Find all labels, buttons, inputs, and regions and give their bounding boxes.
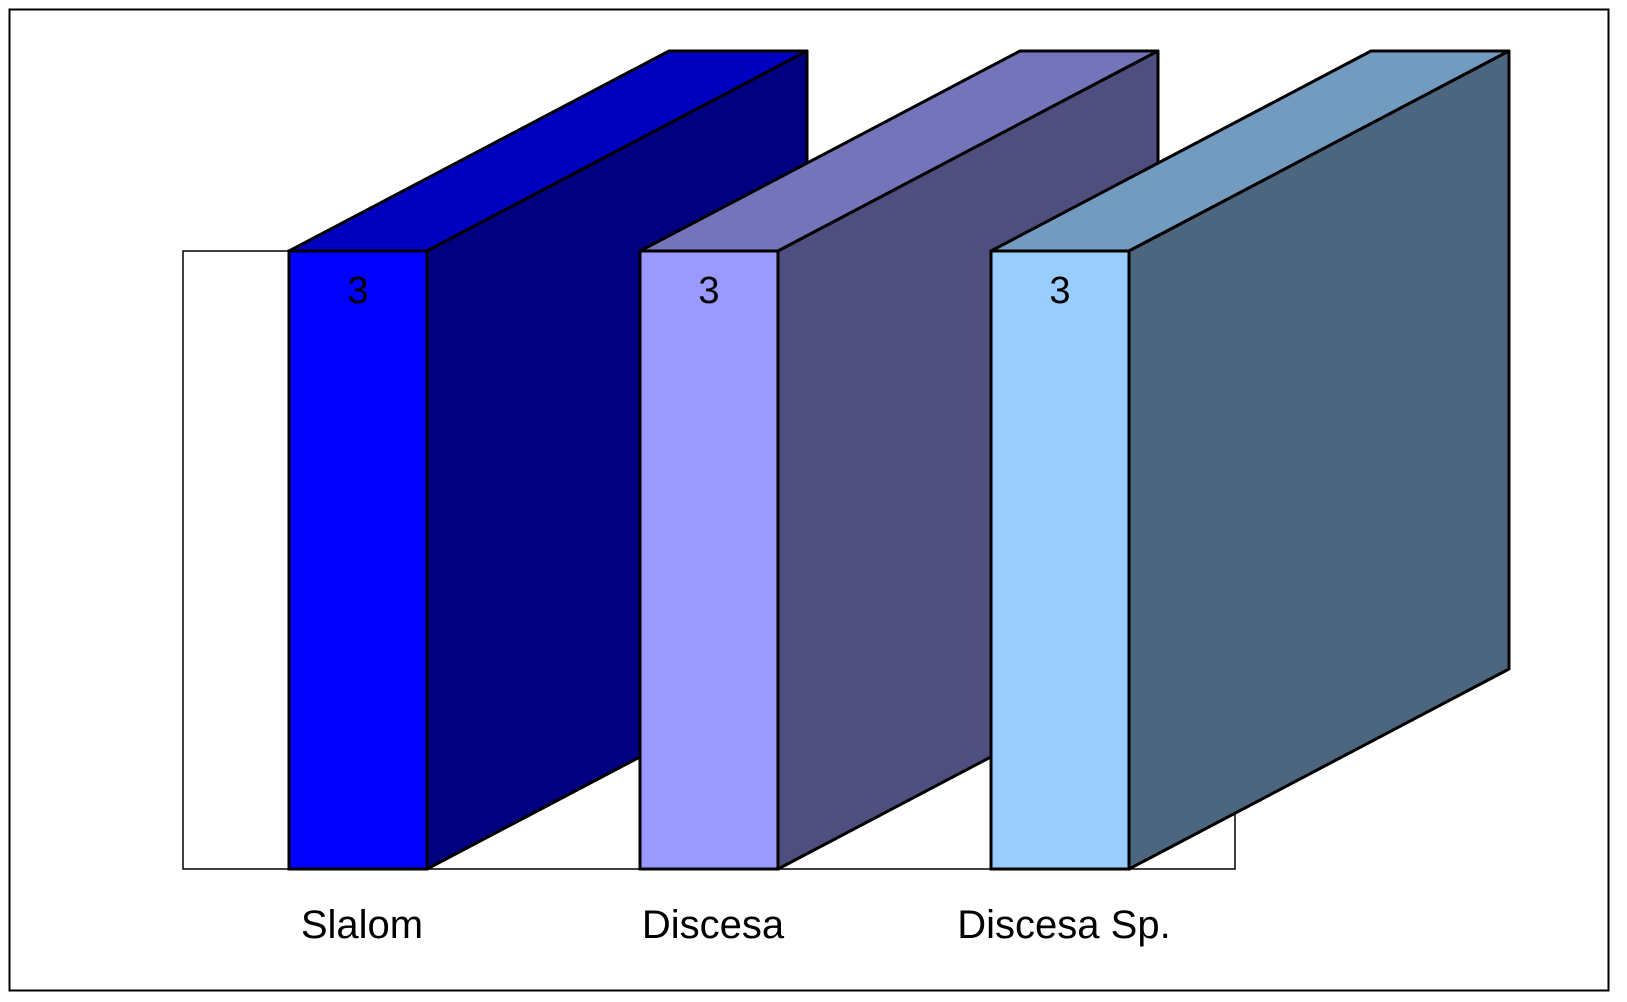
- bar-2-front: [638, 249, 780, 871]
- data-label-1: 3: [347, 270, 368, 312]
- category-label-3: Discesa Sp.: [957, 903, 1170, 947]
- bar-1-front: [287, 249, 429, 871]
- bar-3-front: [989, 249, 1131, 871]
- data-label-2: 3: [698, 270, 719, 312]
- bars-layer: [287, 49, 1511, 871]
- bar-3: [989, 49, 1511, 871]
- data-label-3: 3: [1049, 270, 1070, 312]
- category-label-2: Discesa: [642, 903, 785, 947]
- category-label-1: Slalom: [301, 903, 423, 947]
- labels-layer: 3 Slalom 3 Discesa 3 Discesa Sp.: [301, 270, 1171, 947]
